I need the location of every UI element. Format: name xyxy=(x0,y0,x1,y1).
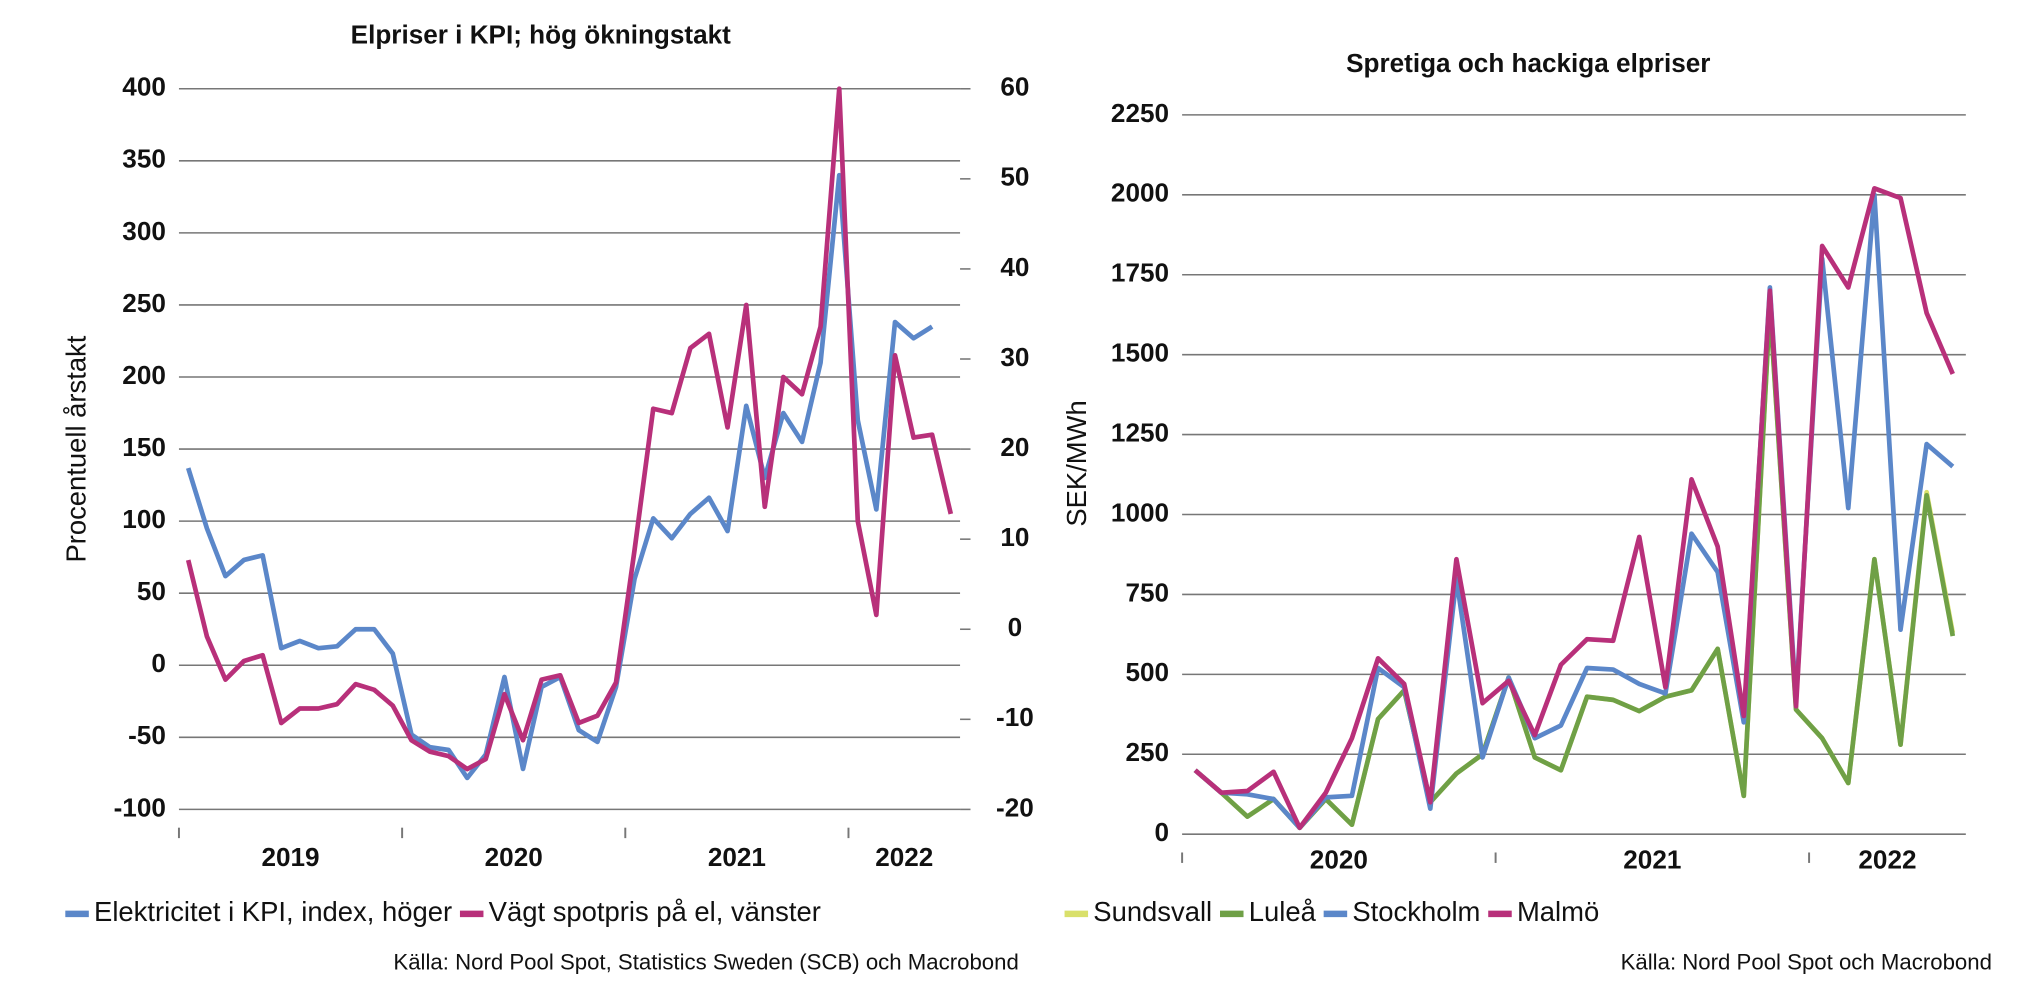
x-tick-label: 2021 xyxy=(708,842,766,872)
x-tick-label: 2022 xyxy=(875,842,933,872)
y-tick-label: 2250 xyxy=(1111,98,1169,128)
y-tick-label: 1500 xyxy=(1111,338,1169,368)
y-tick-label: 500 xyxy=(1125,657,1169,687)
y2-tick-label: -20 xyxy=(996,792,1034,822)
y-tick-label: 1000 xyxy=(1111,497,1169,527)
y-tick-label: 50 xyxy=(137,576,166,606)
x-tick-label: 2020 xyxy=(485,842,543,872)
y-tick-label: 2000 xyxy=(1111,178,1169,208)
series-line xyxy=(1193,304,1956,831)
chart-title: Elpriser i KPI; hög ökningstakt xyxy=(351,19,732,49)
series-line xyxy=(185,86,954,772)
y2-tick-label: 60 xyxy=(1000,72,1029,102)
y-tick-label: 300 xyxy=(122,216,166,246)
chart-title: Spretiga och hackiga elpriser xyxy=(1346,48,1710,78)
y-tick-label: 1250 xyxy=(1111,417,1169,447)
source: Källa: Nord Pool Spot och Macrobond xyxy=(1621,949,1992,974)
y-tick-label: 200 xyxy=(122,360,166,390)
legend-label: Elektricitet i KPI, index, höger xyxy=(94,896,452,927)
y-tick-label: 0 xyxy=(1155,817,1170,847)
y2-tick-label: 0 xyxy=(1008,612,1023,642)
x-tick-label: 2021 xyxy=(1623,845,1681,875)
y-tick-label: 750 xyxy=(1125,577,1169,607)
y2-tick-label: 10 xyxy=(1000,522,1029,552)
y-axis-label: Procentuell årstakt xyxy=(61,335,92,562)
legend-label: Vägt spotpris på el, vänster xyxy=(489,896,821,927)
legend-label: Stockholm xyxy=(1352,896,1480,927)
y-tick-label: 400 xyxy=(122,72,166,102)
y-tick-label: -50 xyxy=(128,720,166,750)
x-tick-label: 2019 xyxy=(261,842,319,872)
legend-label: Sundsvall xyxy=(1093,896,1212,927)
y2-tick-label: 50 xyxy=(1000,162,1029,192)
y-tick-label: 0 xyxy=(151,648,166,678)
y-tick-label: 250 xyxy=(122,288,166,318)
y2-tick-label: -10 xyxy=(996,702,1034,732)
y-tick-label: 350 xyxy=(122,144,166,174)
x-tick-label: 2022 xyxy=(1858,845,1916,875)
legend-label: Luleå xyxy=(1249,896,1317,927)
source: Källa: Nord Pool Spot, Statistics Sweden… xyxy=(393,949,1018,974)
series-line xyxy=(1193,304,1956,831)
series-line xyxy=(185,172,934,781)
series-line xyxy=(1193,186,1955,831)
y2-tick-label: 40 xyxy=(1000,252,1029,282)
y-tick-label: 1750 xyxy=(1111,258,1169,288)
y-tick-label: 250 xyxy=(1125,737,1169,767)
x-tick-label: 2020 xyxy=(1310,845,1368,875)
y-tick-label: 100 xyxy=(122,504,166,534)
y-tick-label: -100 xyxy=(114,792,166,822)
y-axis-label: SEK/MWh xyxy=(1061,400,1092,526)
y2-tick-label: 20 xyxy=(1000,432,1029,462)
y2-tick-label: 30 xyxy=(1000,342,1029,372)
y-tick-label: 150 xyxy=(122,432,166,462)
legend-label: Malmö xyxy=(1517,896,1599,927)
